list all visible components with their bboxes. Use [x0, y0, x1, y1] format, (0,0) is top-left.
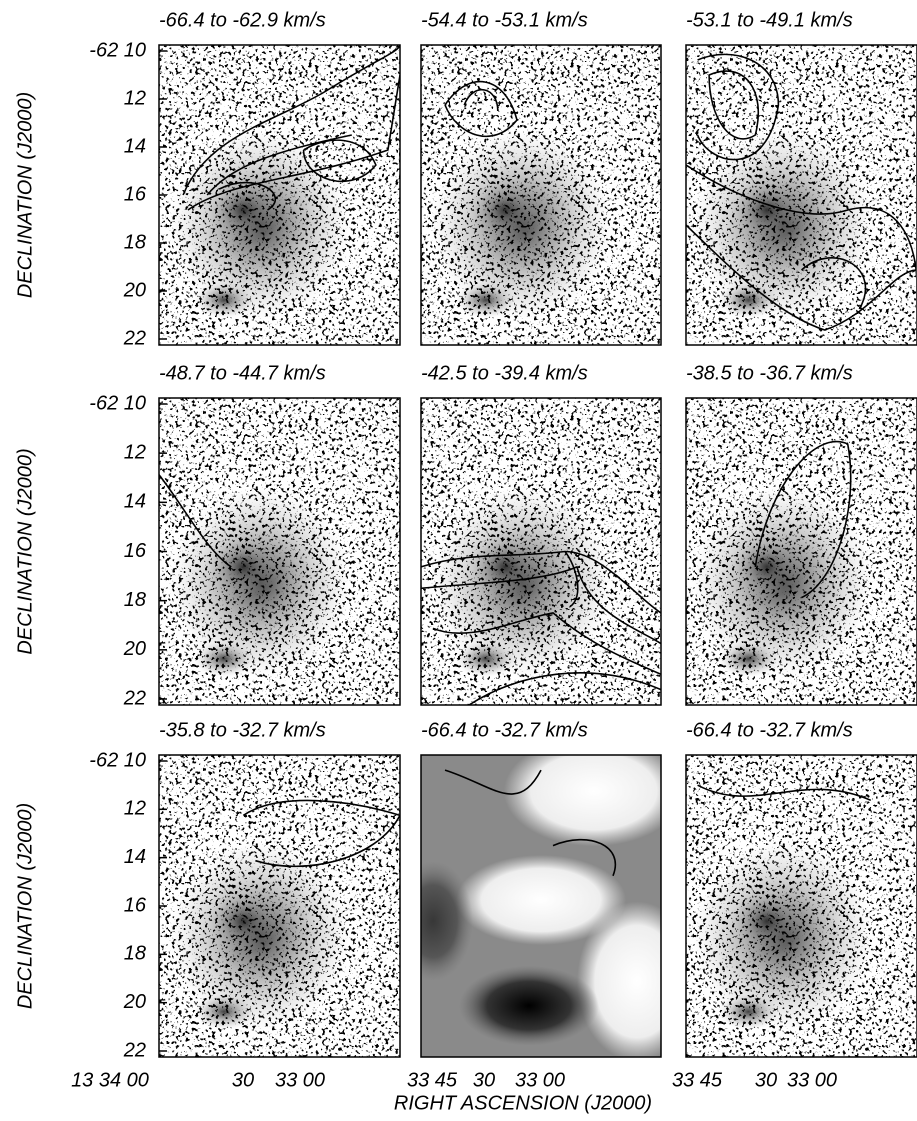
speckle: [421, 45, 661, 345]
panel-title: -42.5 to -39.4 km/s: [421, 362, 588, 384]
y-tick-label: -62 10: [89, 39, 146, 61]
x-tick-label: 30: [473, 1069, 495, 1091]
panel: [421, 45, 661, 345]
contours: [444, 769, 616, 877]
panel: [686, 45, 916, 345]
y-tick-label: 16: [124, 183, 147, 205]
y-axis-label: DECLINATION (J2000): [14, 448, 36, 654]
panel-title: -48.7 to -44.7 km/s: [159, 362, 326, 384]
speckle: [686, 45, 916, 345]
map-white: [503, 755, 661, 847]
panel: [686, 755, 916, 1057]
y-tick-label: 12: [124, 87, 146, 109]
y-axis-label: DECLINATION (J2000): [14, 92, 36, 298]
contours: [686, 53, 916, 331]
y-tick-label: 16: [124, 894, 147, 916]
y-tick-label: 18: [124, 943, 146, 965]
y-tick-label: 18: [124, 589, 146, 611]
contours: [444, 80, 518, 138]
x-tick-label: 33 00: [787, 1069, 837, 1091]
y-tick-label: 20: [123, 638, 146, 660]
panel-title: -66.4 to -62.9 km/s: [159, 9, 326, 31]
y-tick-label: 12: [124, 798, 146, 820]
y-tick-label: 18: [124, 231, 146, 253]
y-tick-label: -62 10: [89, 749, 146, 771]
y-tick-label: 22: [123, 1039, 146, 1061]
contours: [421, 550, 661, 705]
x-tick-label: 13 34 00: [71, 1069, 149, 1091]
speckle: [159, 398, 400, 705]
map-dark: [459, 965, 599, 1046]
panel-title: -66.4 to -32.7 km/s: [421, 719, 588, 741]
speckle: [421, 398, 661, 705]
panel: [159, 45, 400, 345]
map-white: [456, 854, 626, 945]
speckle: [686, 755, 916, 1057]
panel-title: -54.4 to -53.1 km/s: [421, 9, 588, 31]
y-tick-label: 14: [124, 135, 146, 157]
y-tick-label: 22: [123, 327, 146, 349]
x-tick-label: 33 00: [275, 1069, 325, 1091]
speckle: [159, 45, 400, 345]
contours: [182, 45, 400, 211]
frame: [420, 397, 662, 706]
frame: [420, 44, 662, 346]
y-tick-label: 20: [123, 279, 146, 301]
x-tick-label: 33 45: [407, 1069, 458, 1091]
frame: [685, 397, 917, 706]
panel-title: -53.1 to -49.1 km/s: [686, 9, 853, 31]
speckle: [686, 398, 916, 705]
y-tick-label: -62 10: [89, 392, 146, 414]
y-tick-label: 22: [123, 687, 146, 709]
panel-title: -38.5 to -36.7 km/s: [686, 362, 853, 384]
y-axis-label: DECLINATION (J2000): [14, 803, 36, 1009]
map-white: [577, 901, 661, 1057]
y-tick-label: 14: [124, 846, 146, 868]
panel: [159, 398, 400, 705]
panel-title: -35.8 to -32.7 km/s: [159, 719, 326, 741]
panel: [421, 755, 661, 1057]
speckle: [159, 755, 400, 1057]
contours: [697, 784, 872, 802]
frame: [685, 44, 917, 346]
y-tick-label: 20: [123, 991, 146, 1013]
frame: [685, 754, 917, 1058]
y-tick-label: 16: [124, 540, 147, 562]
x-axis-label: RIGHT ASCENSION (J2000): [394, 1092, 652, 1114]
x-tick-label: 33 45: [672, 1069, 723, 1091]
y-tick-label: 12: [124, 441, 146, 463]
contours: [754, 441, 852, 599]
contours: [159, 474, 232, 568]
frame: [420, 754, 662, 1058]
y-tick-label: 14: [124, 491, 146, 513]
map-dark: [421, 861, 473, 982]
panel-title: -66.4 to -32.7 km/s: [686, 719, 853, 741]
panel: [421, 398, 661, 705]
x-tick-label: 30: [232, 1069, 254, 1091]
x-tick-label: 33 00: [515, 1069, 565, 1091]
x-tick-label: 30: [755, 1069, 777, 1091]
panel: [686, 398, 916, 705]
panel: [159, 755, 400, 1057]
